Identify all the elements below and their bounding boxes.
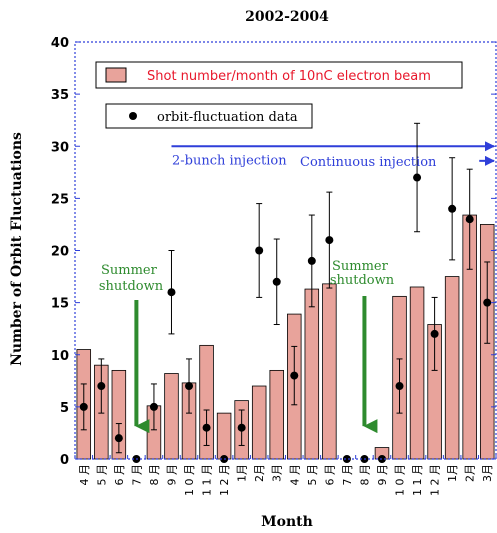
- point-4: [149, 402, 158, 411]
- x-tick-label-14: 6 月: [323, 464, 336, 486]
- bar-13: [304, 288, 320, 460]
- point-21: [448, 204, 457, 213]
- point-2: [114, 434, 123, 443]
- x-tick-label-12: 4 月: [288, 464, 301, 486]
- point-23: [483, 298, 492, 307]
- x-tick-label-11: 3月: [271, 464, 284, 482]
- point-22: [465, 215, 474, 224]
- bar-7: [199, 344, 214, 460]
- annotation-two-bunch: 2-bunch injection: [172, 153, 287, 168]
- bar-14: [322, 283, 337, 460]
- x-tick-label-5: 9 月: [165, 464, 178, 486]
- legend-entry-bars: Shot number/month of 10nC electron beam: [95, 61, 463, 89]
- x-tick-label-19: 1 1 月: [411, 464, 424, 496]
- x-tick-label-9: 1月: [236, 464, 249, 482]
- x-tick-label-3: 7 月: [130, 464, 143, 486]
- annotation-summer-2-line-2: shutdown: [330, 273, 395, 288]
- x-axis-label: Month: [261, 514, 313, 530]
- bar-8: [216, 412, 232, 460]
- y-ticks: 0 5 10 15 20 25 30 35 40: [51, 36, 496, 468]
- bar-21: [444, 276, 460, 460]
- point-18: [395, 382, 404, 391]
- y-tick-label-0: 0: [60, 453, 69, 468]
- legend-label-points: orbit-fluctuation data: [157, 110, 298, 125]
- point-10: [255, 246, 264, 255]
- x-tick-label-18: 1 0 月: [394, 464, 407, 496]
- chart-title: 2002-2004: [245, 9, 329, 25]
- y-tick-label-5: 5: [60, 401, 69, 416]
- point-1: [97, 382, 106, 391]
- annotation-summer-1: Summer shutdown: [99, 263, 164, 294]
- bar-5: [164, 373, 179, 460]
- point-12: [290, 371, 299, 380]
- y-tick-label-40: 40: [51, 36, 69, 51]
- legend-box-points: [105, 103, 313, 129]
- y-tick-label-20: 20: [51, 245, 69, 260]
- point-5: [167, 288, 176, 297]
- legend-box-bars: [95, 61, 463, 89]
- point-11: [272, 277, 281, 286]
- data-points: [79, 173, 492, 463]
- y-tick-label-15: 15: [51, 297, 69, 312]
- x-tick-label-7: 1 1 月: [201, 464, 214, 496]
- x-tick-label-4: 8 月: [148, 464, 161, 486]
- point-0: [79, 402, 88, 411]
- point-7: [202, 423, 211, 432]
- annotation-summer-2-line-1: Summer: [332, 259, 389, 274]
- legend: Shot number/month of 10nC electron beam …: [95, 61, 463, 129]
- point-14: [325, 236, 334, 245]
- point-15: [342, 455, 351, 463]
- x-tick-label-20: 1 2 月: [429, 464, 442, 496]
- legend-swatch-bars: [105, 67, 127, 83]
- x-tick-label-16: 8 月: [358, 464, 371, 486]
- point-20: [430, 329, 439, 338]
- x-tick-label-15: 7 月: [341, 464, 354, 486]
- bar-10: [251, 385, 267, 460]
- x-tick-label-23: 3月: [481, 464, 494, 482]
- point-19: [413, 173, 422, 182]
- y-axis-label: Number of Orbit Fluctuations: [9, 132, 25, 366]
- annotation-continuous: Continuous injection: [300, 155, 437, 170]
- legend-entry-points: orbit-fluctuation data: [105, 103, 313, 129]
- x-tick-label-22: 2月: [464, 464, 477, 482]
- x-tick-label-17: 9 月: [376, 464, 389, 486]
- annotation-summer-2: Summer shutdown: [330, 259, 395, 288]
- point-13: [307, 256, 316, 265]
- bars: [76, 214, 495, 460]
- x-tick-label-21: 1月: [446, 464, 459, 482]
- x-tick-label-13: 5 月: [306, 464, 319, 486]
- y-tick-label-35: 35: [51, 88, 69, 103]
- y-tick-label-30: 30: [51, 140, 69, 155]
- x-tick-label-6: 1 0 月: [183, 464, 196, 496]
- point-6: [185, 382, 194, 391]
- y-tick-label-10: 10: [51, 349, 69, 364]
- bar-19: [409, 286, 425, 460]
- x-tick-label-1: 5 月: [95, 464, 108, 486]
- bar-11: [269, 369, 284, 460]
- annotation-summer-1-line-2: shutdown: [99, 279, 164, 294]
- x-tick-label-0: 4 月: [78, 464, 91, 486]
- x-tick-label-10: 2月: [253, 464, 266, 482]
- x-tick-label-2: 6 月: [113, 464, 126, 486]
- annotation-summer-1-line-1: Summer: [101, 263, 158, 278]
- x-tick-label-8: 1 2 月: [218, 464, 231, 496]
- y-tick-label-25: 25: [51, 192, 69, 207]
- annotation-arrows: [134, 141, 495, 434]
- point-9: [237, 423, 246, 432]
- legend-marker-points: [129, 112, 137, 120]
- legend-label-bars: Shot number/month of 10nC electron beam: [147, 69, 431, 84]
